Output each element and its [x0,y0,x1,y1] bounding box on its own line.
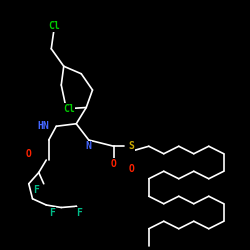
Text: F: F [50,208,56,218]
Text: HN: HN [38,121,50,131]
Text: O: O [128,164,134,174]
Text: N: N [86,141,92,151]
Text: F: F [76,208,82,218]
Text: O: O [26,149,32,159]
Text: Cl: Cl [63,104,74,114]
Text: S: S [128,141,134,151]
Text: Cl: Cl [48,21,60,31]
Text: O: O [111,159,117,169]
Text: F: F [33,185,39,195]
